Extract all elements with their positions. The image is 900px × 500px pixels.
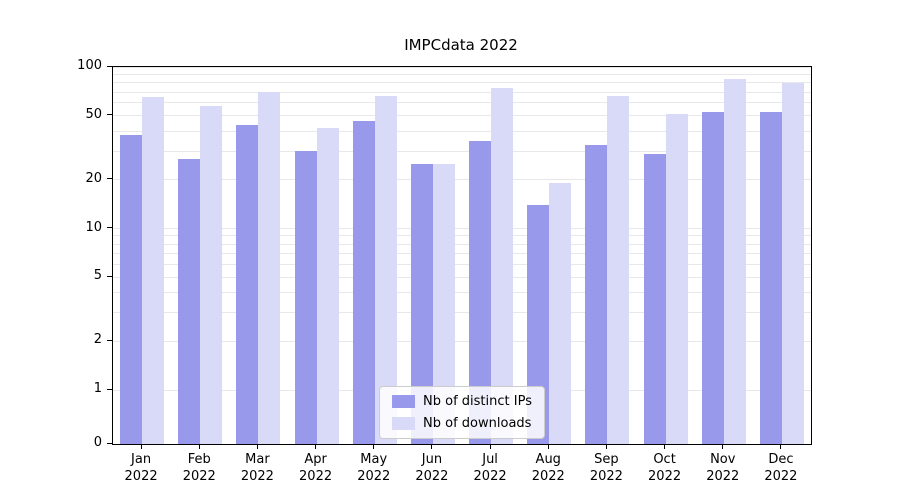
y-tick-label-1: 1 [93,381,102,396]
gridline-100 [113,66,811,68]
gridline-70 [113,91,811,93]
gridline-90 [113,73,811,75]
legend-label-downloads: Nb of downloads [423,416,532,431]
gridline-4 [113,292,811,294]
gridline-2 [113,340,811,342]
gridline-60 [113,102,811,104]
x-tick-mark-jan [140,444,142,449]
y-tick-mark-100 [107,65,112,67]
y-tick-label-0: 0 [93,435,102,450]
gridline-30 [113,150,811,152]
x-tick-label-jul: Jul 2022 [473,452,507,484]
bar-distinct-ips-oct [643,153,666,444]
bar-downloads-feb [200,106,223,444]
bar-downloads-mar [258,92,281,444]
bar-distinct-ips-jul [469,140,492,444]
bar-downloads-apr [316,127,339,444]
bar-downloads-jan [142,97,165,444]
y-tick-label-50: 50 [85,106,102,122]
gridline-6 [113,263,811,265]
bar-distinct-ips-apr [294,151,317,444]
y-tick-label-100: 100 [77,58,102,73]
x-tick-label-nov: Nov 2022 [706,452,740,484]
x-tick-label-feb: Feb 2022 [182,452,216,484]
x-tick-mark-jun [431,444,433,449]
legend-item-downloads: Nb of downloads [392,416,532,431]
bar-downloads-may [374,96,397,444]
y-tick-label-10: 10 [85,219,102,235]
gridline-10 [113,228,811,229]
bar-distinct-ips-nov [701,111,724,444]
x-tick-mark-feb [198,444,200,449]
y-tick-mark-1 [107,388,112,390]
x-tick-label-sep: Sep 2022 [589,452,623,484]
bar-distinct-ips-mar [236,124,259,444]
y-tick-label-2: 2 [93,332,102,348]
gridline-20 [113,179,811,181]
bar-downloads-nov [723,79,746,444]
bar-distinct-ips-jan [120,134,143,444]
x-tick-mark-jul [489,444,491,449]
x-tick-label-jan: Jan 2022 [124,452,158,484]
x-tick-label-apr: Apr 2022 [299,452,333,484]
x-tick-label-dec: Dec 2022 [764,452,798,484]
x-tick-mark-nov [722,444,724,449]
legend: Nb of distinct IPs Nb of downloads [379,386,545,439]
bar-distinct-ips-feb [178,158,201,444]
bar-distinct-ips-dec [759,111,782,444]
gridline-80 [113,82,811,84]
bar-downloads-dec [781,82,804,444]
bar-distinct-ips-aug [527,204,550,444]
legend-swatch-downloads [392,417,416,430]
bar-distinct-ips-jun [410,164,433,444]
x-tick-label-oct: Oct 2022 [648,452,682,484]
chart-title: IMPCdata 2022 [404,36,518,54]
plot-area: Nb of distinct IPs Nb of downloads [112,66,812,445]
x-tick-mark-dec [780,444,782,449]
bar-distinct-ips-may [352,121,375,444]
bar-downloads-aug [549,183,572,444]
gridline-50 [113,115,811,117]
gridline-7 [113,253,811,255]
y-tick-mark-20 [107,178,112,180]
gridline-9 [113,235,811,237]
x-tick-mark-apr [315,444,317,449]
y-tick-mark-0 [107,442,112,444]
x-tick-mark-sep [605,444,607,449]
x-tick-label-jun: Jun 2022 [415,452,449,484]
y-tick-mark-2 [107,339,112,341]
legend-label-distinct-ips: Nb of distinct IPs [423,394,532,409]
x-tick-label-may: May 2022 [357,452,391,484]
bar-distinct-ips-sep [585,144,608,444]
legend-item-distinct-ips: Nb of distinct IPs [392,394,532,409]
y-tick-mark-50 [107,114,112,116]
y-tick-label-5: 5 [93,268,102,284]
y-tick-label-20: 20 [85,170,102,186]
gridline-8 [113,243,811,245]
x-tick-mark-mar [256,444,258,449]
x-tick-mark-oct [664,444,666,449]
legend-swatch-distinct-ips [392,395,416,408]
y-tick-mark-5 [107,275,112,277]
gridline-40 [113,130,811,132]
gridline-5 [113,276,811,278]
y-tick-mark-10 [107,227,112,228]
x-tick-label-aug: Aug 2022 [531,452,565,484]
bar-downloads-jun [432,164,455,444]
gridline-3 [113,312,811,314]
bar-downloads-sep [607,96,630,444]
bar-downloads-jul [491,88,514,444]
bar-downloads-oct [665,114,688,444]
x-tick-mark-aug [547,444,549,449]
x-tick-label-mar: Mar 2022 [240,452,274,484]
x-tick-mark-may [373,444,375,449]
